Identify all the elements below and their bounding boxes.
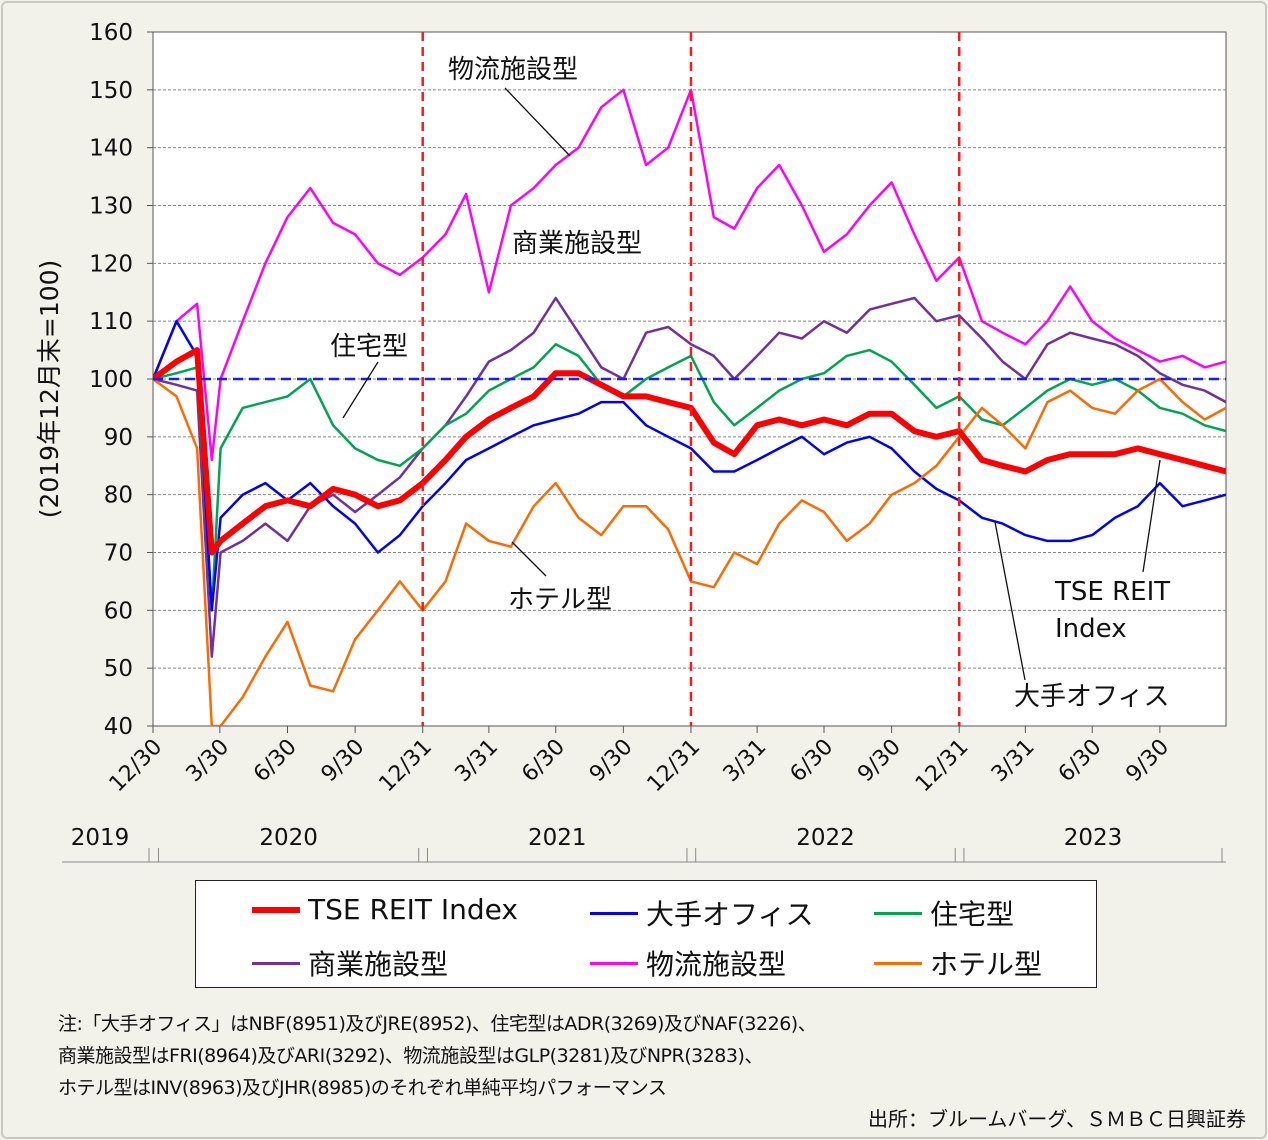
legend-item-logistics: 物流施設型 <box>590 943 786 983</box>
annotation-tse-2: Index <box>1055 614 1127 644</box>
legend-label: 商業施設型 <box>308 948 449 981</box>
x-tick-label: 6/30 <box>1054 735 1107 788</box>
footnote-line: 商業施設型はFRI(8964)及びARI(3292)、物流施設型はGLP(328… <box>58 1045 763 1067</box>
legend: TSE REIT Index 大手オフィス 住宅型 商業施設型 物流施設型 ホテ… <box>195 880 1097 988</box>
y-tick-label: 110 <box>89 309 133 335</box>
legend-label: 住宅型 <box>930 898 1015 931</box>
series-line-TSE REIT Index <box>153 347 1226 556</box>
annotations <box>342 87 1161 681</box>
x-tick-label: 6/30 <box>249 735 302 788</box>
legend-label: TSE REIT Index <box>308 893 518 926</box>
x-tick-label: 3/31 <box>450 735 503 788</box>
annotation-commercial: 商業施設型 <box>512 229 642 259</box>
grid <box>153 89 1226 669</box>
y-tick-label: 130 <box>89 194 133 220</box>
line-chart: 40 50 60 70 80 90 100 110 120 130 140 150 160 12/30 3… <box>35 20 1227 863</box>
y-tick-label: 100 <box>89 367 133 393</box>
annotation-leader-residential <box>342 361 379 419</box>
series-line-住宅型 <box>153 343 1226 612</box>
annotation-tse-1: TSE REIT <box>1054 577 1170 607</box>
x-tick-label: 3/31 <box>987 735 1040 788</box>
y-axis: 40 50 60 70 80 90 100 110 120 130 140 150 160 <box>89 20 153 740</box>
series-line-物流施設型 <box>153 88 1226 462</box>
legend-swatch <box>590 911 638 915</box>
year-label: 2022 <box>796 825 855 851</box>
annotation-office: 大手オフィス <box>1014 682 1169 712</box>
annotation-hotel: ホテル型 <box>508 585 612 615</box>
legend-swatch <box>590 961 638 965</box>
legend-item-residential: 住宅型 <box>874 893 1014 933</box>
legend-label: ホテル型 <box>930 948 1043 981</box>
y-tick-label: 70 <box>104 541 133 567</box>
y-axis-label: (2019年12月末=100) <box>35 260 64 519</box>
y-tick-label: 150 <box>89 78 133 104</box>
legend-item-hotel: ホテル型 <box>874 943 1042 983</box>
legend-swatch <box>874 961 922 965</box>
y-tick-label: 40 <box>104 714 133 740</box>
x-tick-label: 12/31 <box>643 735 706 798</box>
annotation-leader-hotel <box>511 541 547 577</box>
x-tick-label: 12/31 <box>374 735 437 798</box>
legend-item-tse: TSE REIT Index <box>252 893 518 926</box>
y-tick-label: 90 <box>104 425 133 451</box>
legend-item-office: 大手オフィス <box>590 893 813 933</box>
x-tick-label: 12/30 <box>105 735 168 798</box>
annotation-residential: 住宅型 <box>330 332 408 362</box>
legend-swatch <box>874 911 922 915</box>
footnotes: 注:「大手オフィス」はNBF(8951)及びJRE(8952)、住宅型はADR(… <box>58 1008 817 1104</box>
year-label: 2019 <box>71 825 130 851</box>
year-label: 2023 <box>1064 825 1123 851</box>
series-line-ホテル型 <box>153 377 1226 726</box>
year-label: 2021 <box>528 825 587 851</box>
x-tick-label: 3/30 <box>182 735 235 788</box>
legend-label: 大手オフィス <box>646 898 814 931</box>
x-axis: 12/30 3/30 6/30 9/30 12/31 3/31 6/30 9/30 12/31 3… <box>62 726 1226 863</box>
series-lines <box>153 88 1226 726</box>
legend-item-commercial: 商業施設型 <box>252 943 448 983</box>
annotation-leader-office <box>994 521 1026 681</box>
x-tick-label: 3/31 <box>719 735 772 788</box>
legend-label: 物流施設型 <box>646 948 787 981</box>
x-tick-label: 12/31 <box>911 735 974 798</box>
x-tick-label: 9/30 <box>1121 735 1174 788</box>
year-label: 2020 <box>259 825 318 851</box>
y-tick-label: 140 <box>89 136 133 162</box>
legend-swatch <box>252 906 300 913</box>
x-tick-label: 9/30 <box>317 735 370 788</box>
footnote-line: 注:「大手オフィス」はNBF(8951)及びJRE(8952)、住宅型はADR(… <box>58 1013 817 1035</box>
annotation-leader-tse <box>1142 459 1161 573</box>
y-tick-label: 50 <box>104 656 133 682</box>
y-tick-label: 160 <box>89 20 133 46</box>
legend-swatch <box>252 961 300 965</box>
y-tick-label: 120 <box>89 251 133 277</box>
x-tick-label: 9/30 <box>585 735 638 788</box>
annotation-logistics: 物流施設型 <box>448 55 578 85</box>
x-tick-label: 9/30 <box>853 735 906 788</box>
footnote-line: ホテル型はINV(8963)及びJHR(8985)のそれぞれ単純平均パフォーマン… <box>58 1077 667 1099</box>
x-tick-label: 6/30 <box>517 735 570 788</box>
reference-lines <box>153 32 1226 726</box>
y-tick-label: 80 <box>104 483 133 509</box>
source-credit: 出所：ブルームバーグ、ＳＭＢＣ日興証券 <box>868 1107 1246 1131</box>
x-tick-label: 6/30 <box>786 735 839 788</box>
annotation-leader-logistics <box>504 87 571 157</box>
series-line-大手オフィス <box>153 319 1226 612</box>
y-tick-label: 60 <box>104 598 133 624</box>
